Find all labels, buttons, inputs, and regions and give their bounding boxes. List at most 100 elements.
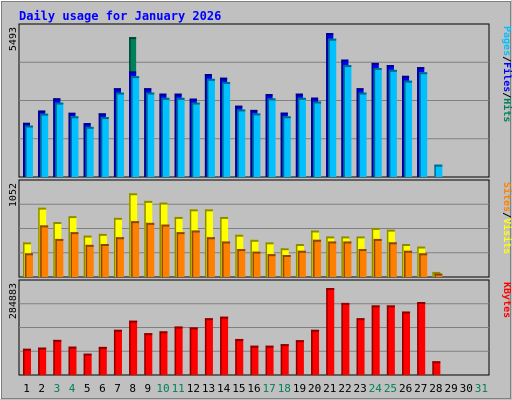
bar-pages-day-18 xyxy=(282,116,291,177)
bar-sites-day-28 xyxy=(434,273,443,277)
bar-kbytes-day-10 xyxy=(159,331,168,375)
legend-kbytes: KBytes xyxy=(501,282,512,318)
bar-sites-day-13 xyxy=(206,237,215,277)
bar-pages-day-19 xyxy=(297,97,306,177)
bar-sites-day-11 xyxy=(176,232,185,277)
x-tick-label: 24 xyxy=(369,382,383,395)
x-axis-labels: 1 2 3 4 5 6 7 8 9 10 11 12 13 14 15 16 17 18 19 20 21 22 23 24 2… xyxy=(23,382,488,395)
bar-pages-day-13 xyxy=(206,78,215,177)
x-tick-label: 25 xyxy=(384,382,397,395)
bar-kbytes-day-11 xyxy=(174,326,183,375)
bar-pages-day-20 xyxy=(313,101,322,177)
bar-kbytes-day-9 xyxy=(144,333,153,375)
x-tick-label: 30 xyxy=(460,382,473,395)
bar-pages-day-22 xyxy=(343,65,352,177)
x-tick-label: 29 xyxy=(444,382,457,395)
bar-kbytes-day-23 xyxy=(356,318,365,375)
x-tick-label: 10 xyxy=(156,382,169,395)
bar-pages-day-23 xyxy=(358,92,367,177)
bar-sites-day-15 xyxy=(237,249,246,277)
bar-sites-day-7 xyxy=(115,237,124,277)
bar-pages-day-28 xyxy=(434,164,443,177)
bar-kbytes-day-6 xyxy=(98,346,107,375)
bar-pages-day-17 xyxy=(267,98,276,177)
x-tick-label: 1 xyxy=(23,382,30,395)
bar-pages-day-6 xyxy=(100,117,109,177)
bar-kbytes-day-17 xyxy=(265,345,274,375)
bar-kbytes-day-27 xyxy=(417,302,426,375)
bar-sites-day-14 xyxy=(222,241,231,277)
bar-sites-day-19 xyxy=(297,250,306,277)
legend-pages: Pages xyxy=(501,26,512,56)
legend-separator: / xyxy=(501,92,512,98)
x-tick-label: 23 xyxy=(354,382,367,395)
panel-hits-files-pages: 5493 Pages/Files/Hits xyxy=(8,23,512,178)
x-tick-label: 7 xyxy=(114,382,121,395)
bar-pages-day-25 xyxy=(388,69,397,177)
bar-kbytes-day-26 xyxy=(402,311,411,375)
bar-pages-day-16 xyxy=(252,113,261,177)
x-tick-label: 11 xyxy=(172,382,185,395)
x-tick-label: 8 xyxy=(129,382,136,395)
x-tick-label: 28 xyxy=(429,382,442,395)
panel-legend: Pages/Files/Hits xyxy=(501,26,512,122)
bar-pages-day-27 xyxy=(419,72,428,177)
bar-kbytes-day-16 xyxy=(250,345,259,375)
bar-pages-day-10 xyxy=(161,97,170,177)
bar-kbytes-day-28 xyxy=(432,361,441,375)
bar-sites-day-16 xyxy=(252,251,261,277)
bar-kbytes-day-12 xyxy=(189,327,198,375)
panel-legend: Sites/Visits xyxy=(501,182,512,254)
bar-kbytes-day-7 xyxy=(113,329,122,375)
x-tick-label: 9 xyxy=(145,382,152,395)
legend-visits: Visits xyxy=(501,218,512,254)
bar-sites-day-4 xyxy=(70,232,79,277)
x-tick-label: 26 xyxy=(399,382,412,395)
bar-sites-day-23 xyxy=(358,249,367,277)
x-tick-label: 21 xyxy=(323,382,336,395)
bar-sites-day-8 xyxy=(131,221,140,277)
bar-pages-day-24 xyxy=(373,67,382,177)
bar-kbytes-day-22 xyxy=(341,302,350,375)
x-tick-label: 12 xyxy=(187,382,200,395)
bar-sites-day-3 xyxy=(55,238,64,277)
bar-sites-day-1 xyxy=(25,253,33,277)
bar-kbytes-day-4 xyxy=(68,346,77,375)
bar-pages-day-9 xyxy=(146,92,155,177)
bar-sites-day-27 xyxy=(419,253,428,277)
bar-pages-day-21 xyxy=(328,38,337,178)
bar-sites-day-22 xyxy=(343,241,352,277)
x-tick-label: 14 xyxy=(217,382,231,395)
x-tick-label: 18 xyxy=(278,382,291,395)
bar-pages-day-3 xyxy=(55,102,64,177)
bar-sites-day-21 xyxy=(328,241,337,277)
bar-sites-day-12 xyxy=(191,230,200,277)
bar-pages-day-26 xyxy=(404,80,413,177)
x-tick-label: 20 xyxy=(308,382,321,395)
x-tick-label: 3 xyxy=(54,382,61,395)
bar-kbytes-day-5 xyxy=(83,353,92,375)
bar-kbytes-day-14 xyxy=(220,316,229,375)
bar-pages-day-14 xyxy=(222,81,231,177)
bar-sites-day-26 xyxy=(404,250,413,277)
bar-pages-day-12 xyxy=(191,102,200,177)
panel-kbytes: 284883 KBytes xyxy=(8,279,512,376)
x-tick-label: 4 xyxy=(69,382,76,395)
bar-kbytes-day-13 xyxy=(204,318,213,375)
x-tick-label: 19 xyxy=(293,382,306,395)
legend-hits: Hits xyxy=(501,98,512,122)
bar-kbytes-day-18 xyxy=(280,344,289,375)
bar-pages-day-4 xyxy=(70,116,79,177)
bar-sites-day-17 xyxy=(267,254,276,277)
x-tick-label: 31 xyxy=(475,382,488,395)
bar-pages-day-11 xyxy=(176,97,185,177)
bar-kbytes-day-15 xyxy=(235,338,244,375)
bar-kbytes-day-24 xyxy=(371,305,380,375)
panel-max-label: 5493 xyxy=(8,27,19,51)
bar-kbytes-day-20 xyxy=(311,329,320,375)
x-tick-label: 15 xyxy=(232,382,245,395)
x-tick-label: 17 xyxy=(263,382,276,395)
bar-kbytes-day-25 xyxy=(386,305,395,375)
